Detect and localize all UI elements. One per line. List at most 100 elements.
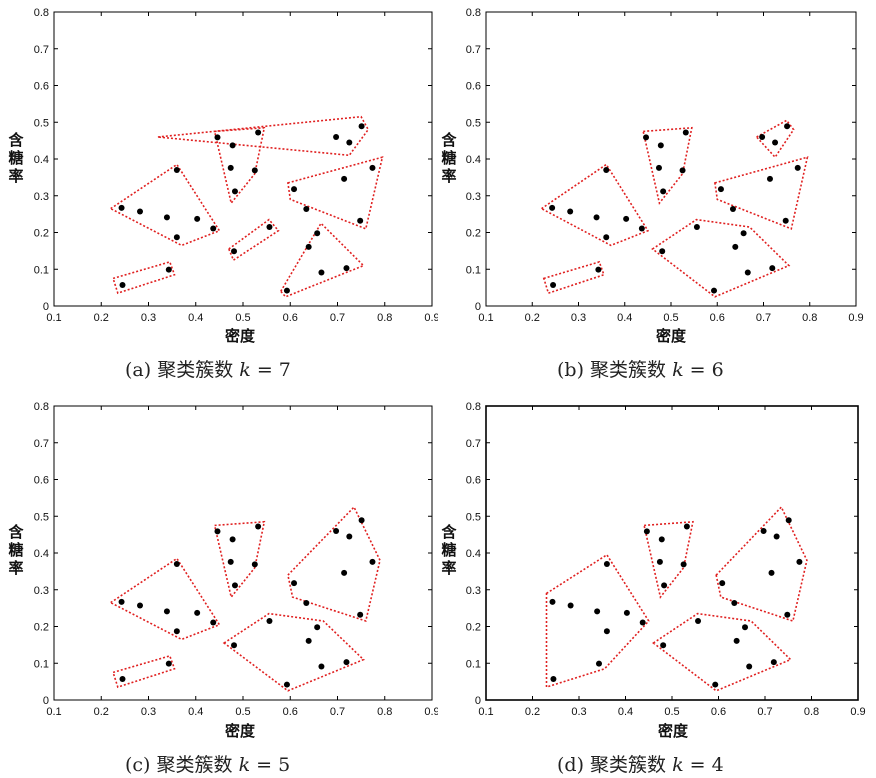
data-point (759, 133, 766, 140)
cluster-boundary (643, 520, 694, 599)
x-tick-label: 0.9 (424, 312, 438, 324)
data-point (283, 681, 290, 688)
y-label-char: 糖 (8, 541, 24, 559)
data-point (623, 609, 630, 616)
data-point (341, 175, 348, 182)
y-tick-label: 0.5 (466, 117, 481, 129)
y-tick-label: 0.8 (466, 401, 481, 413)
y-tick-label: 0.7 (466, 44, 481, 56)
x-tick-label: 0.4 (188, 312, 203, 324)
x-tick-label: 0.9 (850, 706, 865, 718)
data-point (593, 214, 600, 221)
data-point (679, 167, 686, 174)
x-tick-label: 0.9 (848, 312, 863, 324)
y-tick-label: 0.5 (34, 511, 49, 523)
data-point (717, 186, 724, 193)
y-tick-label: 0.8 (466, 7, 481, 19)
data-point (210, 225, 217, 232)
data-point (643, 134, 650, 141)
data-point (314, 624, 321, 631)
y-label-char: 糖 (441, 541, 457, 559)
x-tick-label: 0.7 (756, 312, 771, 324)
cluster-boundary (112, 260, 176, 295)
data-point (231, 582, 238, 589)
data-point (550, 282, 557, 289)
caption-k-value: = 6 (689, 359, 724, 381)
data-point (638, 225, 645, 232)
data-point (603, 561, 610, 568)
data-point (595, 660, 602, 667)
cluster-boundary (279, 222, 365, 298)
data-point (163, 214, 170, 221)
caption-k: k (238, 754, 251, 776)
y-tick-label: 0.4 (34, 154, 49, 166)
caption-k-value: = 4 (689, 754, 724, 776)
data-point (656, 558, 663, 565)
cluster-boundary (539, 163, 650, 247)
data-point (773, 533, 780, 540)
caption-c: (c) 聚类簇数 k = 5 (125, 750, 290, 777)
data-point (567, 602, 574, 609)
caption-k: k (672, 359, 684, 381)
data-point (732, 243, 739, 250)
caption-a: (a) 聚类簇数 k = 7 (125, 355, 291, 382)
x-tick-label: 0.7 (757, 706, 772, 718)
x-tick-label: 0.1 (46, 312, 61, 324)
data-point (318, 269, 325, 276)
y-tick-label: 0.6 (466, 475, 481, 487)
y-label-char: 率 (8, 559, 24, 577)
data-point (770, 659, 777, 666)
y-label-char: 糖 (8, 149, 24, 167)
data-point (173, 628, 180, 635)
data-point (794, 164, 801, 171)
caption-text: (c) 聚类簇数 (125, 754, 233, 776)
x-tick-label: 0.6 (283, 312, 298, 324)
data-point (782, 217, 789, 224)
caption-k-value: = 7 (256, 359, 291, 381)
y-tick-label: 0.4 (466, 154, 481, 166)
caption-k: k (239, 359, 251, 381)
data-point (603, 167, 610, 174)
y-tick-label: 0.3 (34, 585, 49, 597)
y-tick-label: 0.5 (466, 511, 481, 523)
cluster-boundary (652, 612, 793, 692)
x-tick-label: 0.3 (141, 706, 156, 718)
data-point (740, 230, 747, 237)
data-point (173, 234, 180, 241)
x-axis-label-c: 密度 (225, 722, 256, 740)
data-point (680, 561, 687, 568)
x-tick-label: 0.4 (618, 706, 633, 718)
data-point (194, 609, 201, 616)
data-point (567, 208, 574, 215)
x-tick-label: 0.2 (525, 706, 540, 718)
y-tick-label: 0.6 (34, 475, 49, 487)
cluster-boundary (222, 612, 365, 692)
y-tick-label: 0.1 (466, 658, 481, 670)
cluster-boundary (227, 218, 280, 262)
x-tick-label: 0.8 (377, 312, 392, 324)
x-tick-label: 0.4 (188, 706, 203, 718)
data-point (255, 523, 262, 530)
cluster-boundary (642, 126, 693, 205)
data-point (683, 523, 690, 530)
scatter-plot-a: 0.1 0.2 0.3 0.4 0.5 0.6 0.7 0.8 0.900.10.20.30.4… (34, 7, 438, 324)
y-tick-label: 0.3 (466, 585, 481, 597)
y-tick-label: 0.2 (34, 228, 49, 240)
y-tick-label: 0.7 (34, 438, 49, 450)
y-tick-label: 0.4 (466, 548, 481, 560)
data-point (603, 628, 610, 635)
cluster-boundary (755, 119, 795, 159)
x-tick-label: 0.6 (283, 706, 298, 718)
data-point (682, 129, 689, 136)
x-tick-label: 0.7 (330, 706, 345, 718)
caption-text: (a) 聚类簇数 (125, 359, 234, 381)
caption-d: (d) 聚类簇数 k = 4 (557, 750, 724, 777)
cluster-boundary (112, 654, 176, 689)
y-tick-label: 0.1 (466, 264, 481, 276)
data-point (119, 282, 126, 289)
cluster-boundary (157, 115, 370, 157)
data-point (693, 223, 700, 230)
y-label-char: 含 (441, 523, 457, 541)
data-point (595, 266, 602, 273)
y-tick-label: 0.2 (466, 622, 481, 634)
